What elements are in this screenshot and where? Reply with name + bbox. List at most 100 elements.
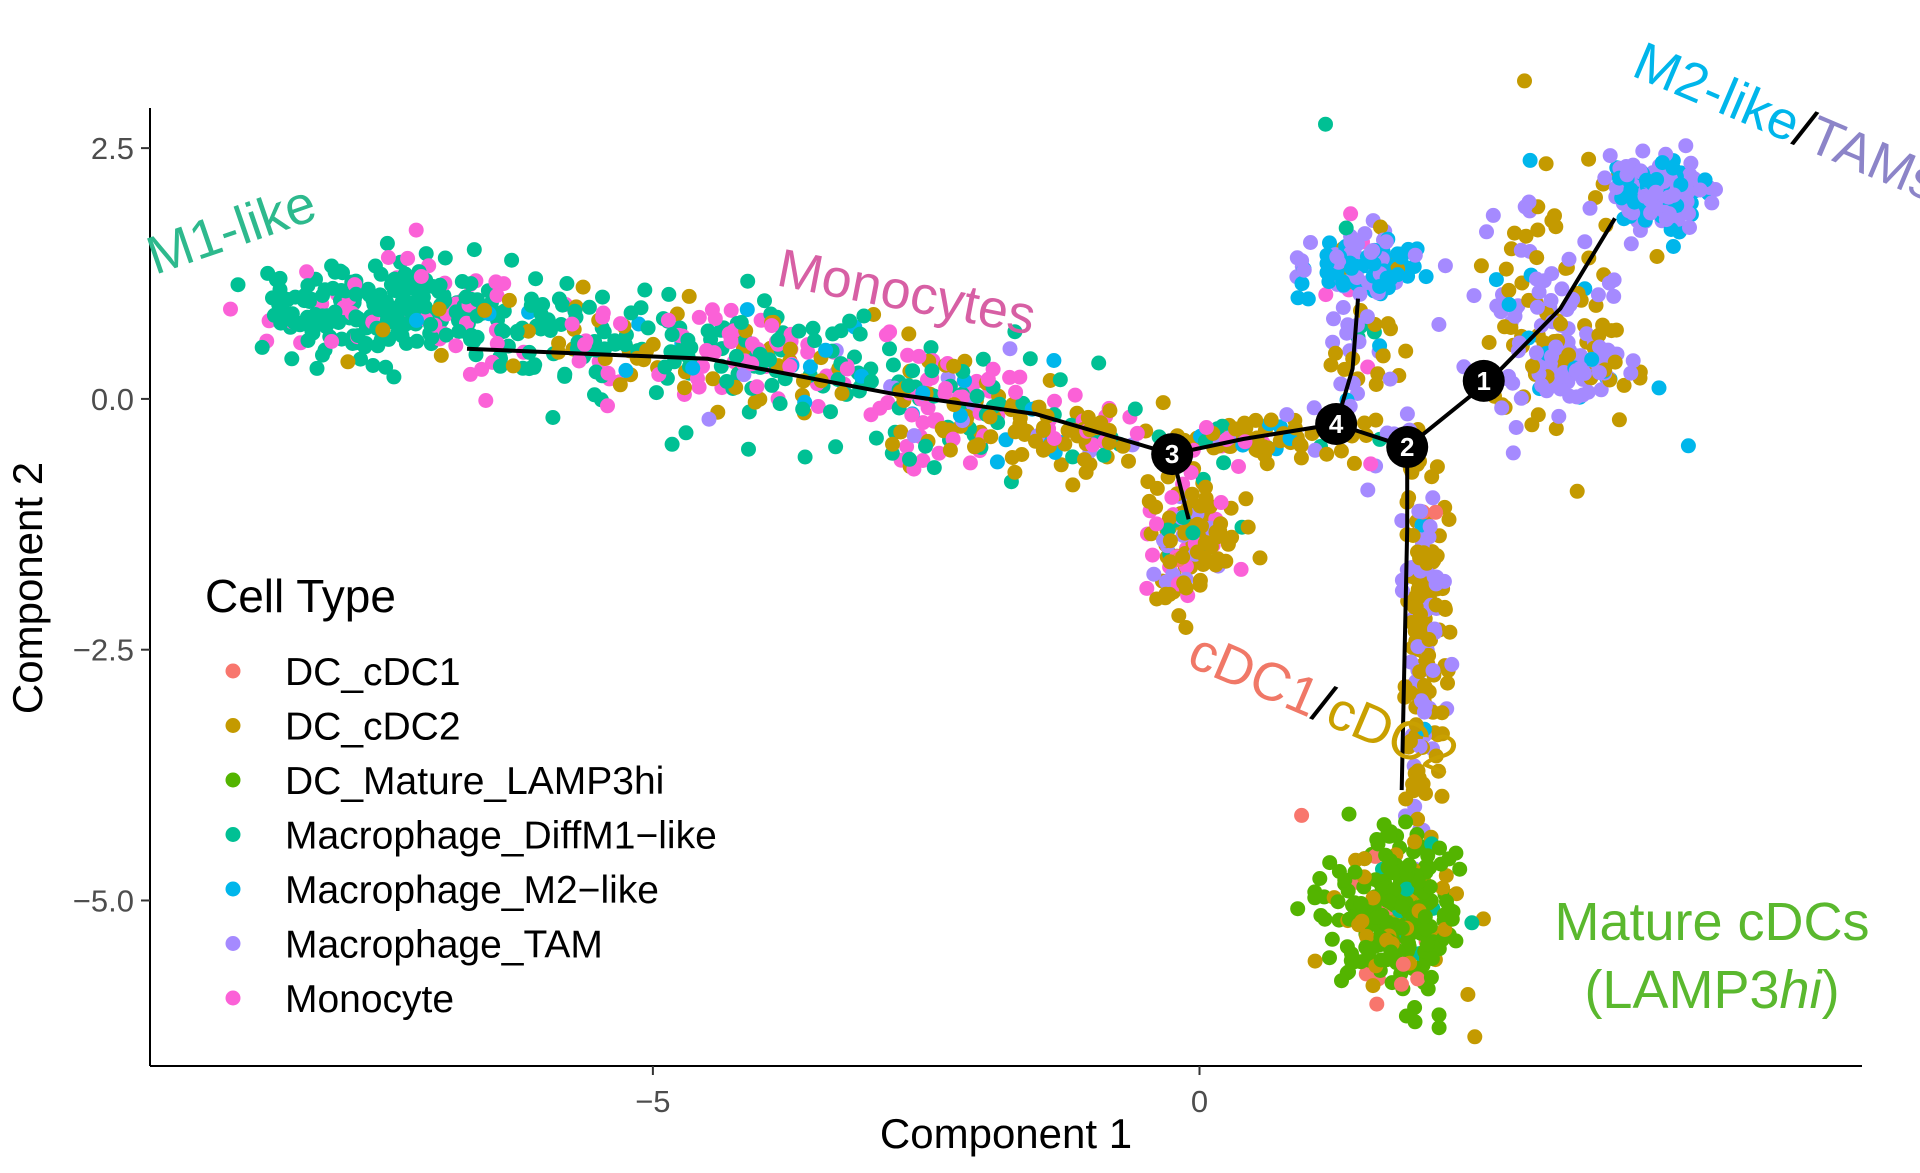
data-point <box>1444 911 1460 927</box>
data-point <box>1339 325 1355 341</box>
data-point <box>882 324 898 340</box>
data-point <box>899 439 915 454</box>
data-point <box>413 269 429 284</box>
data-point <box>1494 400 1510 416</box>
data-point <box>1407 247 1423 263</box>
legend-item: DC_Mature_LAMP3hi <box>225 760 664 803</box>
data-point <box>1507 225 1522 241</box>
data-point <box>1318 116 1333 132</box>
data-point <box>1553 316 1568 332</box>
data-point <box>1252 550 1268 566</box>
data-point <box>1007 324 1023 340</box>
data-point <box>1198 479 1213 495</box>
data-point <box>462 366 478 382</box>
data-point <box>1444 656 1460 672</box>
data-point <box>1420 551 1436 566</box>
data-point <box>509 323 525 339</box>
data-point <box>1529 299 1545 315</box>
data-point <box>1185 525 1201 541</box>
data-point <box>1101 435 1117 451</box>
data-point <box>1394 976 1409 992</box>
data-point <box>1343 234 1359 250</box>
data-point <box>1405 528 1421 543</box>
data-point <box>828 439 844 455</box>
data-point <box>770 332 786 348</box>
data-point <box>1680 438 1696 454</box>
data-point <box>1307 953 1323 969</box>
data-point <box>882 341 897 357</box>
branch-node-label: 3 <box>1165 439 1179 469</box>
data-point <box>466 333 482 349</box>
data-point <box>772 396 788 412</box>
data-point <box>1394 899 1410 915</box>
data-point <box>1319 446 1335 462</box>
data-point <box>931 445 947 461</box>
data-point <box>1410 811 1426 827</box>
data-point <box>1028 433 1043 449</box>
data-point <box>1528 345 1544 361</box>
data-point <box>1359 309 1375 325</box>
data-point <box>1418 921 1434 937</box>
data-point <box>1418 269 1434 285</box>
data-point <box>557 368 573 384</box>
data-point <box>1080 409 1096 425</box>
data-point <box>852 326 868 342</box>
data-point <box>1431 1020 1447 1036</box>
data-point <box>327 264 343 280</box>
data-point <box>1353 954 1369 970</box>
data-point <box>523 297 539 313</box>
data-point <box>1317 911 1333 927</box>
data-point <box>905 363 921 379</box>
data-point <box>1047 393 1062 409</box>
data-point <box>1649 249 1665 264</box>
data-point <box>1407 834 1423 850</box>
data-point <box>1335 300 1351 315</box>
data-point <box>810 399 826 414</box>
data-point <box>1625 353 1641 369</box>
branch-node-circle <box>1462 359 1505 402</box>
legend-swatch <box>225 990 241 1006</box>
data-point <box>340 354 356 370</box>
data-point <box>318 319 334 334</box>
data-point <box>1419 937 1435 953</box>
data-point <box>501 292 517 308</box>
data-point <box>504 252 520 268</box>
data-point <box>1561 347 1577 363</box>
data-point <box>795 401 811 417</box>
data-point <box>607 336 623 352</box>
data-point <box>612 377 628 393</box>
data-point <box>1421 632 1437 647</box>
data-point <box>378 359 394 375</box>
legend-label: DC_cDC1 <box>285 651 461 694</box>
data-point <box>1434 705 1450 721</box>
data-point <box>1365 890 1381 906</box>
data-point <box>967 439 982 455</box>
data-point <box>1248 412 1264 428</box>
legend-swatch <box>225 881 241 897</box>
data-point <box>488 274 504 290</box>
data-point <box>797 449 813 465</box>
data-point <box>1162 554 1178 570</box>
data-point <box>1329 249 1345 265</box>
data-point <box>1424 951 1440 967</box>
data-point <box>1352 286 1368 302</box>
data-point <box>691 379 707 395</box>
data-point <box>1501 282 1517 298</box>
data-point <box>564 316 580 332</box>
data-point <box>278 306 294 321</box>
data-point <box>1127 401 1143 417</box>
data-point <box>1052 372 1068 388</box>
data-point <box>383 277 399 292</box>
data-point <box>1665 160 1681 176</box>
y-axis-title: Component 2 <box>4 462 51 714</box>
data-point <box>1682 167 1698 183</box>
data-point <box>1197 535 1213 551</box>
data-point <box>284 351 300 367</box>
data-point <box>1467 1029 1483 1045</box>
data-point <box>723 334 739 350</box>
data-point <box>1102 403 1118 419</box>
data-point <box>390 325 406 341</box>
data-point <box>299 264 315 280</box>
data-point <box>1554 368 1570 383</box>
